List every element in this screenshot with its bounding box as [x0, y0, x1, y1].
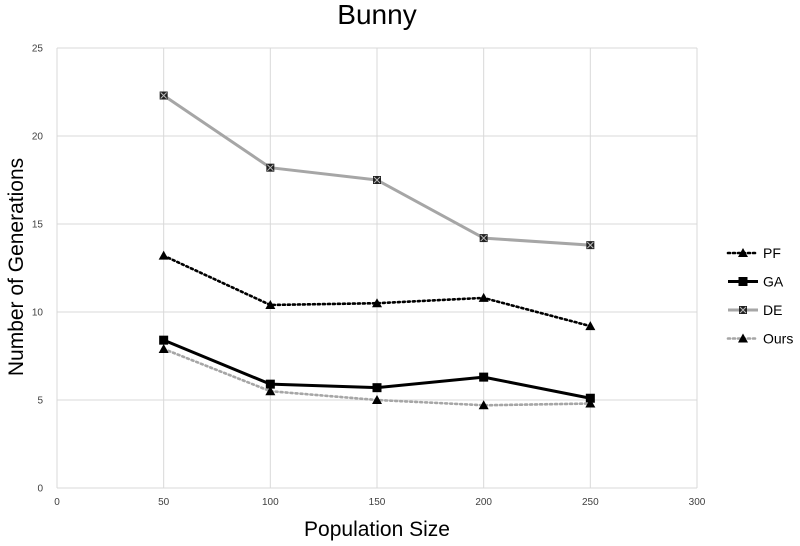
- legend-item-pf: PF: [726, 245, 781, 261]
- data-point-de: [373, 176, 381, 184]
- data-point-pf: [585, 321, 596, 331]
- x-tick-label: 200: [475, 497, 492, 508]
- legend-label-de: DE: [763, 302, 782, 318]
- series-lines: [158, 91, 596, 410]
- series-pf: [158, 250, 596, 331]
- legend-item-ours: Ours: [726, 331, 793, 347]
- x-tick-label: 150: [369, 497, 386, 508]
- y-axis-title: Number of Generations: [5, 158, 28, 376]
- legend-label-ga: GA: [763, 274, 784, 290]
- data-point-pf: [478, 292, 489, 302]
- x-tick-label: 300: [689, 497, 706, 508]
- data-point-de: [586, 241, 595, 250]
- series-ga: [159, 335, 595, 403]
- data-point-ours: [158, 343, 169, 353]
- data-point-ga: [479, 372, 489, 382]
- legend-item-ga: GA: [728, 274, 784, 290]
- x-axis-title: Population Size: [304, 518, 450, 541]
- data-point-pf: [372, 298, 382, 308]
- data-point-de: [159, 91, 168, 100]
- data-point-pf: [265, 299, 276, 309]
- x-tick-label: 0: [54, 497, 60, 508]
- data-point-de: [266, 163, 275, 172]
- data-point-ga: [159, 335, 169, 345]
- series-de: [159, 91, 595, 250]
- grid-lines: [56, 47, 698, 489]
- data-point-ours: [478, 400, 489, 410]
- data-point-ga: [372, 383, 382, 393]
- x-tick-label: 50: [158, 497, 170, 508]
- y-tick-label: 15: [32, 220, 44, 231]
- y-tick-label: 25: [32, 44, 44, 55]
- legend-item-de: DE: [728, 302, 782, 318]
- y-tick-label: 10: [32, 308, 44, 319]
- data-point-ga: [585, 393, 595, 403]
- x-tick-label: 250: [582, 497, 599, 508]
- legend: PF GA DE Ours: [726, 245, 793, 347]
- legend-marker-ours: [738, 333, 748, 343]
- legend-label-pf: PF: [763, 245, 781, 261]
- x-tick-label: 100: [262, 497, 279, 508]
- data-point-ours: [265, 386, 276, 396]
- data-point-de: [479, 234, 488, 243]
- marker-cross: [373, 176, 381, 184]
- marker-cross: [160, 92, 168, 99]
- legend-marker-ga: [738, 277, 748, 286]
- marker-cross: [480, 234, 488, 242]
- data-point-ours: [585, 398, 596, 408]
- marker-cross: [266, 164, 274, 172]
- data-point-ours: [372, 395, 382, 404]
- legend-marker-de: [739, 306, 747, 314]
- data-point-ga: [265, 379, 275, 389]
- data-point-pf: [158, 250, 169, 260]
- marker-cross: [739, 306, 747, 314]
- legend-marker-pf: [738, 248, 748, 257]
- y-tick-label: 5: [37, 396, 43, 407]
- legend-label-ours: Ours: [763, 331, 793, 347]
- y-tick-label: 0: [37, 484, 43, 495]
- tick-labels: 0 50 100 150 200 250 300 0 5 10 15 20 25: [32, 44, 706, 509]
- y-tick-label: 20: [32, 132, 44, 143]
- series-ours: [158, 343, 596, 410]
- chart-title: Bunny: [337, 0, 416, 30]
- marker-cross: [586, 241, 594, 249]
